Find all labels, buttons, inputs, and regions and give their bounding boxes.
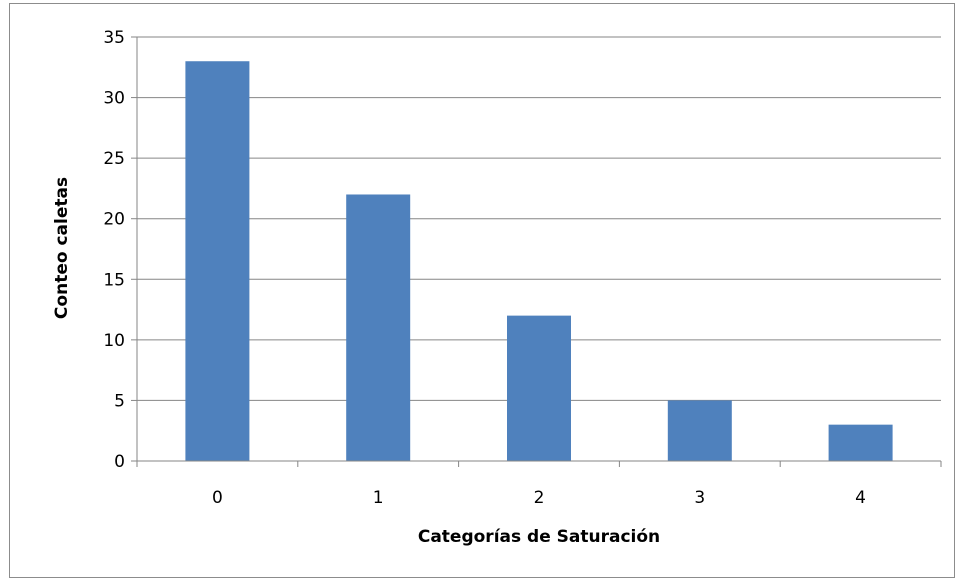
y-tick-label: 20 <box>103 210 125 230</box>
y-tick-label: 30 <box>103 89 125 109</box>
chart-frame <box>9 3 955 578</box>
bar-2 <box>507 315 571 461</box>
y-tick-label: 5 <box>114 391 125 411</box>
gridlines <box>137 36 941 401</box>
x-tick-label: 3 <box>694 488 705 508</box>
y-axis-label: Conteo caletas <box>52 177 72 319</box>
y-tick-label: 35 <box>103 28 125 48</box>
bar-4 <box>828 424 893 461</box>
y-tick-label: 15 <box>103 270 125 290</box>
y-tick-labels: 0 5 10 15 20 25 30 35 <box>103 28 125 472</box>
x-tick-label: 0 <box>212 488 223 508</box>
x-tick-label: 2 <box>534 488 545 508</box>
y-tick-label: 0 <box>114 452 125 472</box>
x-tick-label: 4 <box>855 488 866 508</box>
y-tick-label: 10 <box>103 331 125 351</box>
bar-1 <box>346 194 411 461</box>
bar-3 <box>667 400 732 461</box>
bar-0 <box>185 61 250 461</box>
y-tick-label: 25 <box>103 149 125 169</box>
axes <box>131 36 942 467</box>
x-axis-label: Categorías de Saturación <box>418 527 660 547</box>
x-tick-labels: 0 1 2 3 4 <box>212 488 866 508</box>
bars <box>185 61 893 461</box>
x-tick-label: 1 <box>373 488 384 508</box>
